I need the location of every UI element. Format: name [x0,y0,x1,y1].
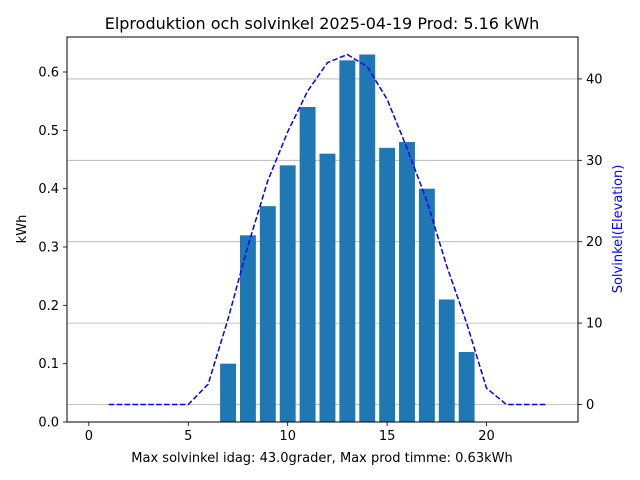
x-tick-label: 10 [279,429,296,444]
bar-18 [438,299,455,422]
y2-tick-label: 10 [586,317,603,332]
bar-9 [259,206,276,422]
x-tick-label: 0 [85,429,93,444]
bar-12 [319,153,336,422]
plot-frame [66,36,579,423]
y-tick-label: 0.2 [38,299,59,314]
y2-tick-label: 40 [586,72,603,87]
y-tick-label: 0.6 [38,66,59,81]
x-axis: 0 5 10 15 20 [85,422,495,444]
x-axis-label: Max solvinkel idag: 43.0grader, Max prod… [131,451,512,466]
y2-axis-label: Solvinkel(Elevation) [611,165,626,294]
y2-tick-label: 20 [586,235,603,250]
bar-14 [359,54,376,422]
y2-tick-label: 0 [586,398,594,413]
bar-7 [220,363,237,422]
x-tick-label: 20 [478,429,495,444]
y-tick-label: 0.5 [38,124,59,139]
y-tick-label: 0.0 [38,416,59,431]
bar-19 [458,352,475,422]
y-axis-label: kWh [15,215,30,244]
bar-16 [399,142,415,422]
x-tick-label: 5 [184,429,192,444]
y-tick-label: 0.1 [38,357,59,372]
bar-15 [379,147,396,423]
elevation-line [108,53,547,406]
y-tick-label: 0.3 [38,241,59,256]
y-axis-left: 0.0 0.1 0.2 0.3 0.4 0.5 0.6 [38,66,67,431]
chart-title: Elproduktion och solvinkel 2025-04-19 Pr… [105,14,540,33]
bar-10 [279,165,296,423]
bar-13 [339,60,356,422]
elevation-series-line [108,53,547,406]
bar-8 [239,235,256,422]
bars [220,54,475,423]
y-tick-label: 0.4 [38,182,59,197]
y-axis-right: 0 10 20 30 40 [578,72,603,413]
bar-17 [418,188,435,422]
y2-tick-label: 30 [586,154,603,169]
x-tick-label: 15 [379,429,396,444]
bar-11 [299,107,316,422]
